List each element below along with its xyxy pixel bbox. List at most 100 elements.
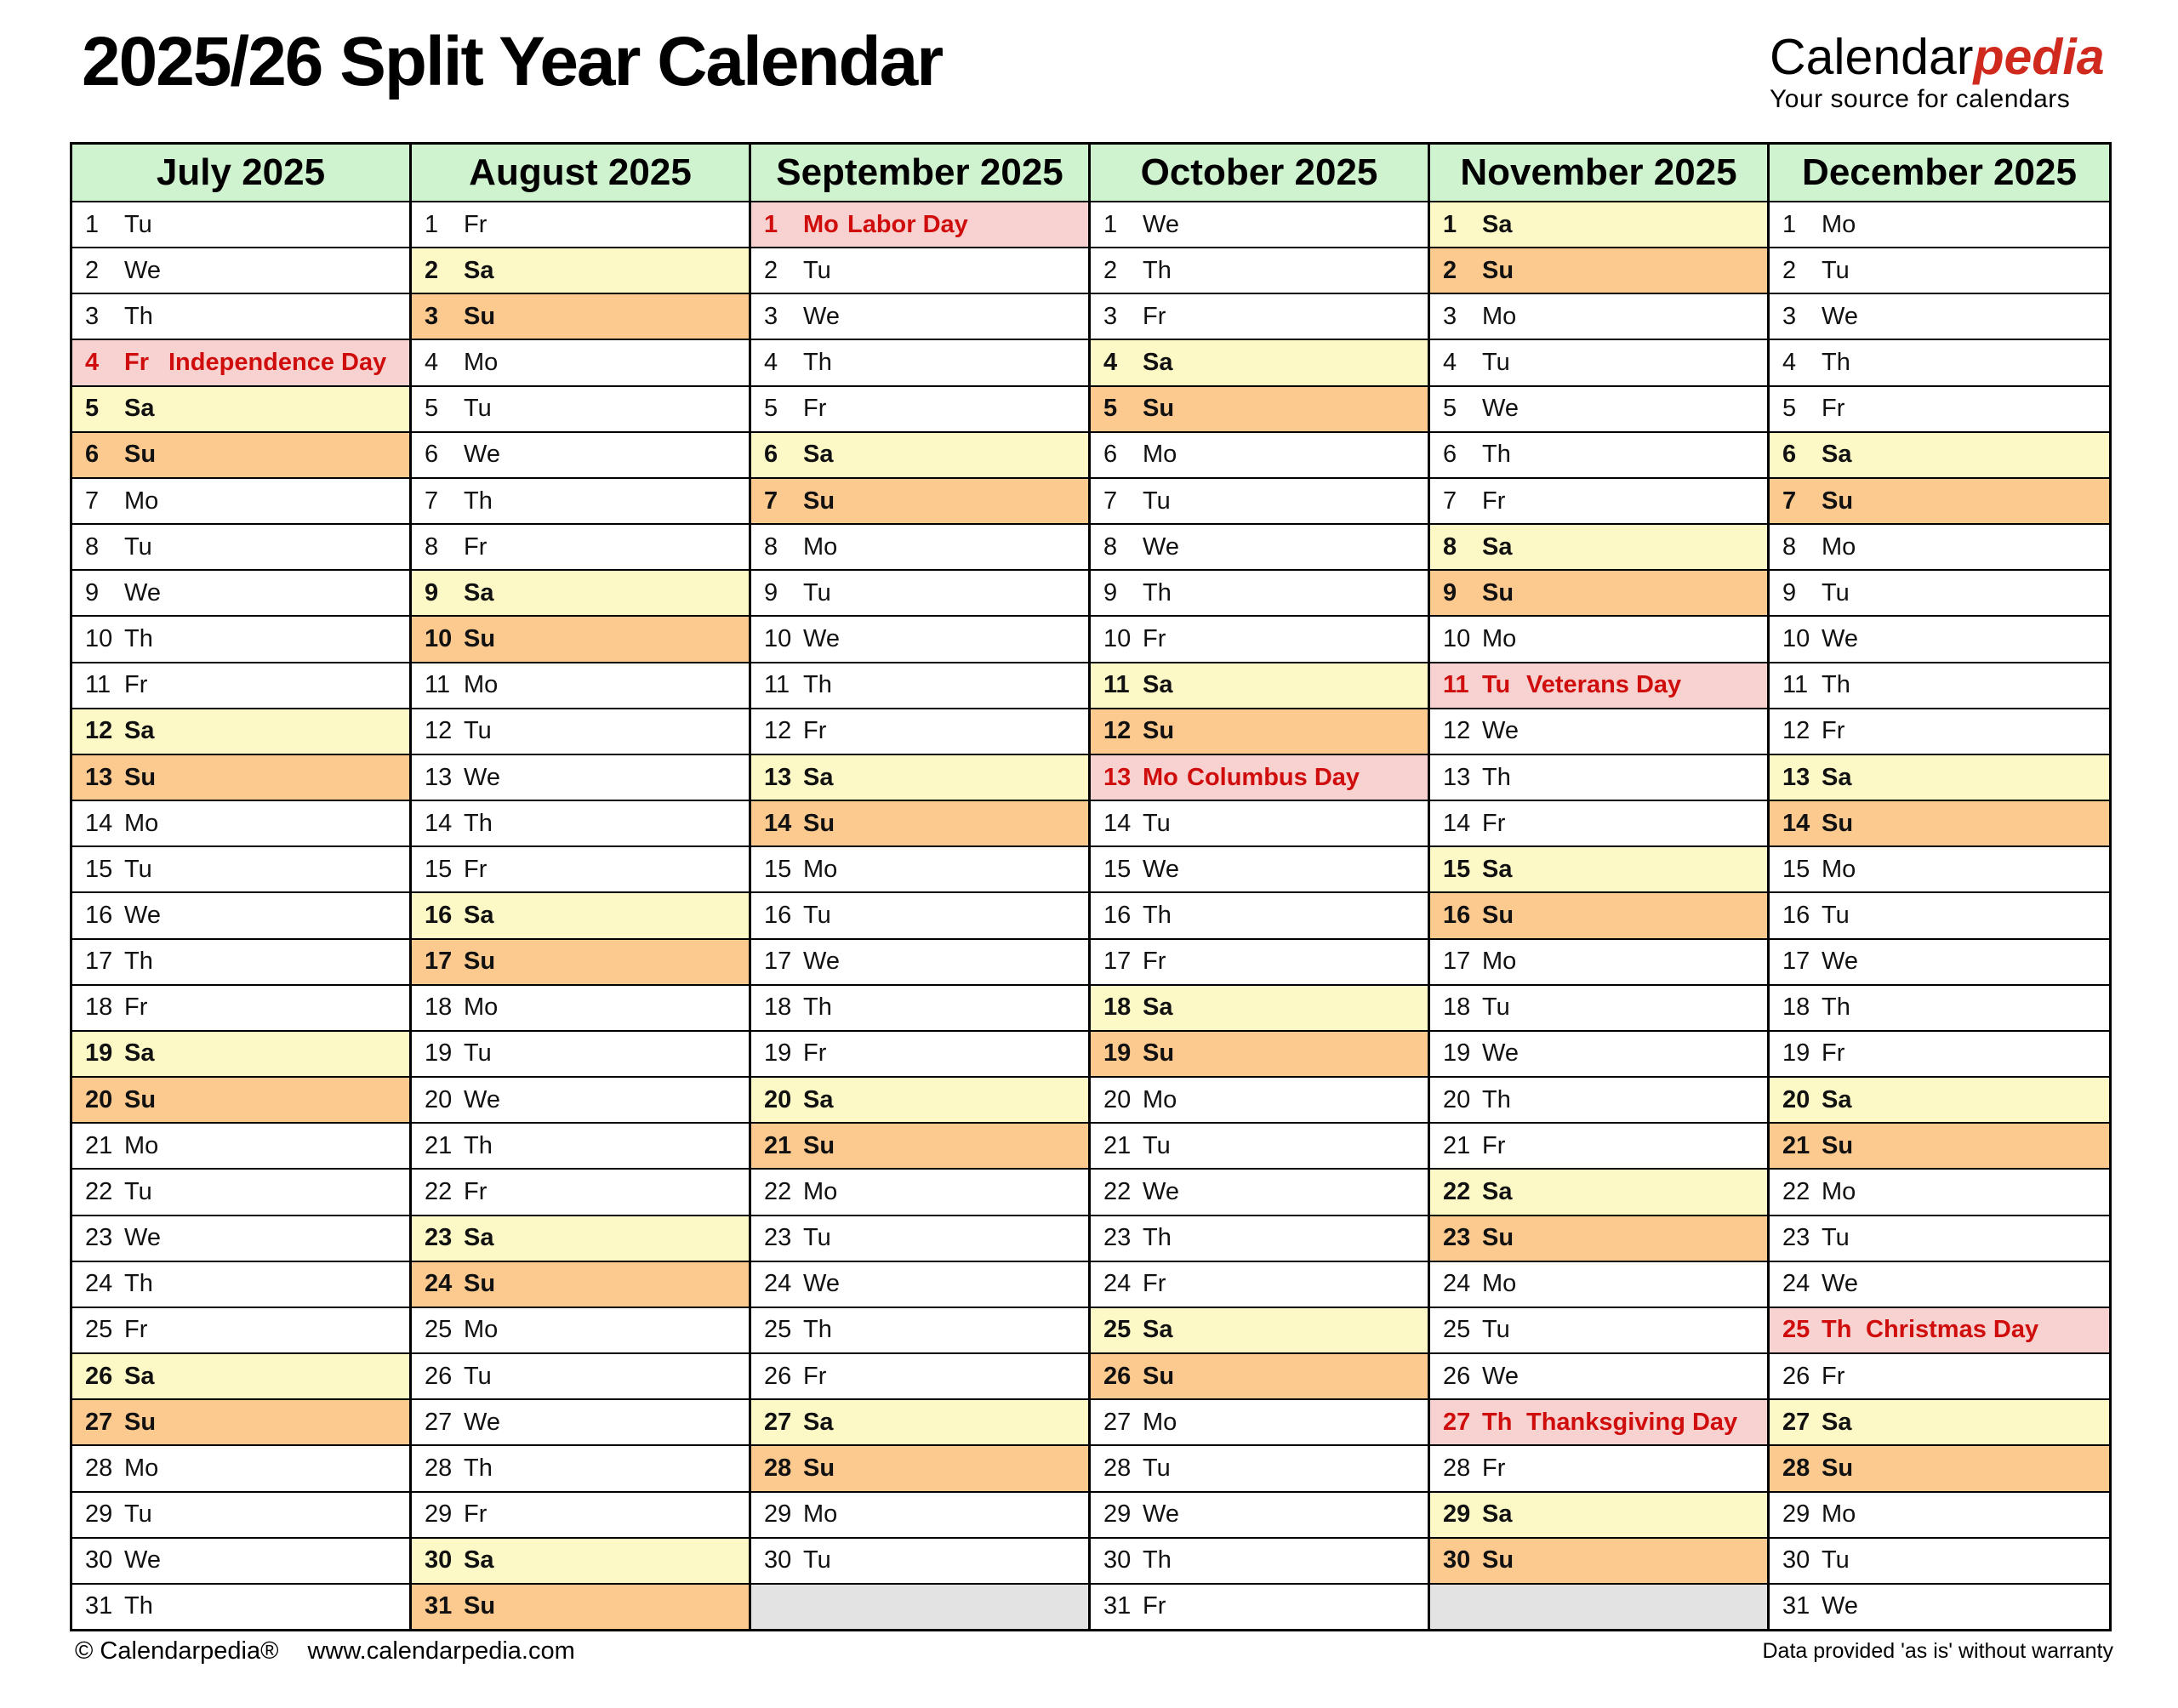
day-number: 24 — [425, 1270, 453, 1298]
day-number: 8 — [764, 532, 778, 561]
day-cell-december-5: 5 Fr — [1770, 384, 2109, 431]
day-number: 23 — [764, 1224, 792, 1252]
weekday-label: We — [803, 1270, 840, 1298]
day-cell-july-20: 20 Su — [72, 1076, 409, 1123]
day-cell-october-5: 5 Su — [1091, 384, 1428, 431]
day-number: 7 — [425, 487, 439, 515]
weekday-label: Sa — [464, 901, 494, 929]
day-cell-december-16: 16 Tu — [1770, 891, 2109, 937]
day-number: 2 — [1103, 256, 1118, 284]
day-cell-december-8: 8 Mo — [1770, 523, 2109, 569]
day-cell-september-28: 28 Su — [751, 1444, 1088, 1491]
day-number: 2 — [1443, 256, 1457, 284]
day-cell-november-23: 23 Su — [1430, 1214, 1767, 1261]
day-cell-august-27: 27 We — [412, 1398, 749, 1444]
day-cell-september-11: 11 Th — [751, 661, 1088, 708]
weekday-label: Mo — [1822, 855, 1856, 883]
day-number: 25 — [1103, 1316, 1132, 1344]
weekday-label: Fr — [803, 1362, 827, 1390]
weekday-label: Fr — [124, 349, 149, 377]
day-number: 13 — [764, 763, 792, 791]
weekday-label: Th — [1143, 256, 1172, 284]
weekday-label: Fr — [1822, 1362, 1845, 1390]
day-cell-july-30: 30 We — [72, 1536, 409, 1583]
day-number: 8 — [1443, 532, 1457, 561]
day-cell-august-17: 17 Su — [412, 937, 749, 984]
day-cell-october-19: 19 Su — [1091, 1029, 1428, 1077]
weekday-label: Su — [1482, 901, 1514, 929]
day-cell-september-24: 24 We — [751, 1260, 1088, 1307]
weekday-label: Sa — [803, 1085, 834, 1113]
day-number: 21 — [1782, 1131, 1810, 1159]
holiday-label: Christmas Day — [1866, 1316, 2039, 1344]
day-cell-october-26: 26 Su — [1091, 1352, 1428, 1399]
day-cell-july-1: 1 Tu — [72, 201, 409, 247]
day-number: 1 — [1103, 210, 1118, 238]
day-cell-december-22: 22 Mo — [1770, 1168, 2109, 1214]
weekday-label: Fr — [1822, 717, 1845, 745]
weekday-label: Mo — [464, 349, 499, 377]
day-number: 16 — [1782, 901, 1810, 929]
day-number: 10 — [1103, 625, 1132, 653]
day-number: 3 — [425, 302, 439, 330]
day-number: 25 — [425, 1316, 453, 1344]
day-cell-october-9: 9 Th — [1091, 569, 1428, 615]
day-number: 9 — [764, 578, 778, 606]
weekday-label: Fr — [1143, 1592, 1166, 1620]
weekday-label: Mo — [464, 1316, 499, 1344]
weekday-label: Mo — [464, 993, 499, 1022]
day-number: 28 — [1782, 1454, 1810, 1482]
day-cell-september-26: 26 Fr — [751, 1352, 1088, 1398]
day-number: 5 — [425, 395, 439, 423]
weekday-label: Sa — [464, 578, 494, 606]
day-number: 14 — [1103, 809, 1132, 837]
weekday-label: Tu — [1822, 1224, 1850, 1252]
weekday-label: Th — [1822, 671, 1850, 699]
weekday-label: Su — [1482, 578, 1514, 606]
day-number: 16 — [85, 901, 113, 929]
day-cell-october-23: 23 Th — [1091, 1214, 1428, 1261]
weekday-label: Sa — [464, 256, 494, 284]
day-cell-september-6: 6 Sa — [751, 430, 1088, 477]
day-number: 27 — [85, 1408, 113, 1436]
weekday-label: Th — [1143, 1546, 1172, 1574]
weekday-label: Mo — [124, 809, 159, 837]
weekday-label: Tu — [464, 1039, 492, 1068]
day-number: 9 — [85, 578, 100, 606]
weekday-label: Sa — [124, 1362, 155, 1390]
day-cell-july-24: 24 Th — [72, 1260, 409, 1307]
day-number: 25 — [1443, 1316, 1471, 1344]
weekday-label: Tu — [1822, 256, 1850, 284]
weekday-label: We — [1482, 1039, 1519, 1068]
day-cell-july-11: 11 Fr — [72, 661, 409, 708]
day-cell-december-9: 9 Tu — [1770, 569, 2109, 615]
weekday-label: Tu — [464, 717, 492, 745]
day-number: 30 — [764, 1546, 792, 1574]
day-cell-november-5: 5 We — [1430, 384, 1767, 431]
day-number: 6 — [1103, 441, 1118, 469]
day-cell-october-31: 31 Fr — [1091, 1582, 1428, 1629]
day-cell-october-3: 3 Fr — [1091, 293, 1428, 339]
day-cell-december-13: 13 Sa — [1770, 753, 2109, 800]
day-cell-august-7: 7 Th — [412, 476, 749, 523]
day-cell-august-15: 15 Fr — [412, 845, 749, 891]
day-cell-november-20: 20 Th — [1430, 1076, 1767, 1122]
weekday-label: Tu — [1143, 1131, 1171, 1159]
weekday-label: Su — [1822, 809, 1854, 837]
day-cell-august-31: 31 Su — [412, 1582, 749, 1629]
weekday-label: Tu — [1822, 578, 1850, 606]
weekday-label: Fr — [1822, 395, 1845, 423]
day-cell-august-22: 22 Fr — [412, 1168, 749, 1214]
day-cell-august-25: 25 Mo — [412, 1306, 749, 1352]
day-number: 3 — [1443, 302, 1457, 330]
day-number: 18 — [1443, 993, 1471, 1022]
day-number: 13 — [1103, 763, 1132, 791]
day-cell-september-12: 12 Fr — [751, 707, 1088, 754]
day-cell-october-28: 28 Tu — [1091, 1444, 1428, 1490]
day-number: 28 — [85, 1454, 113, 1482]
day-cell-december-17: 17 We — [1770, 937, 2109, 984]
weekday-label: Su — [803, 809, 835, 837]
weekday-label: Tu — [464, 395, 492, 423]
day-cell-november-6: 6 Th — [1430, 430, 1767, 477]
day-cell-august-3: 3 Su — [412, 293, 749, 339]
